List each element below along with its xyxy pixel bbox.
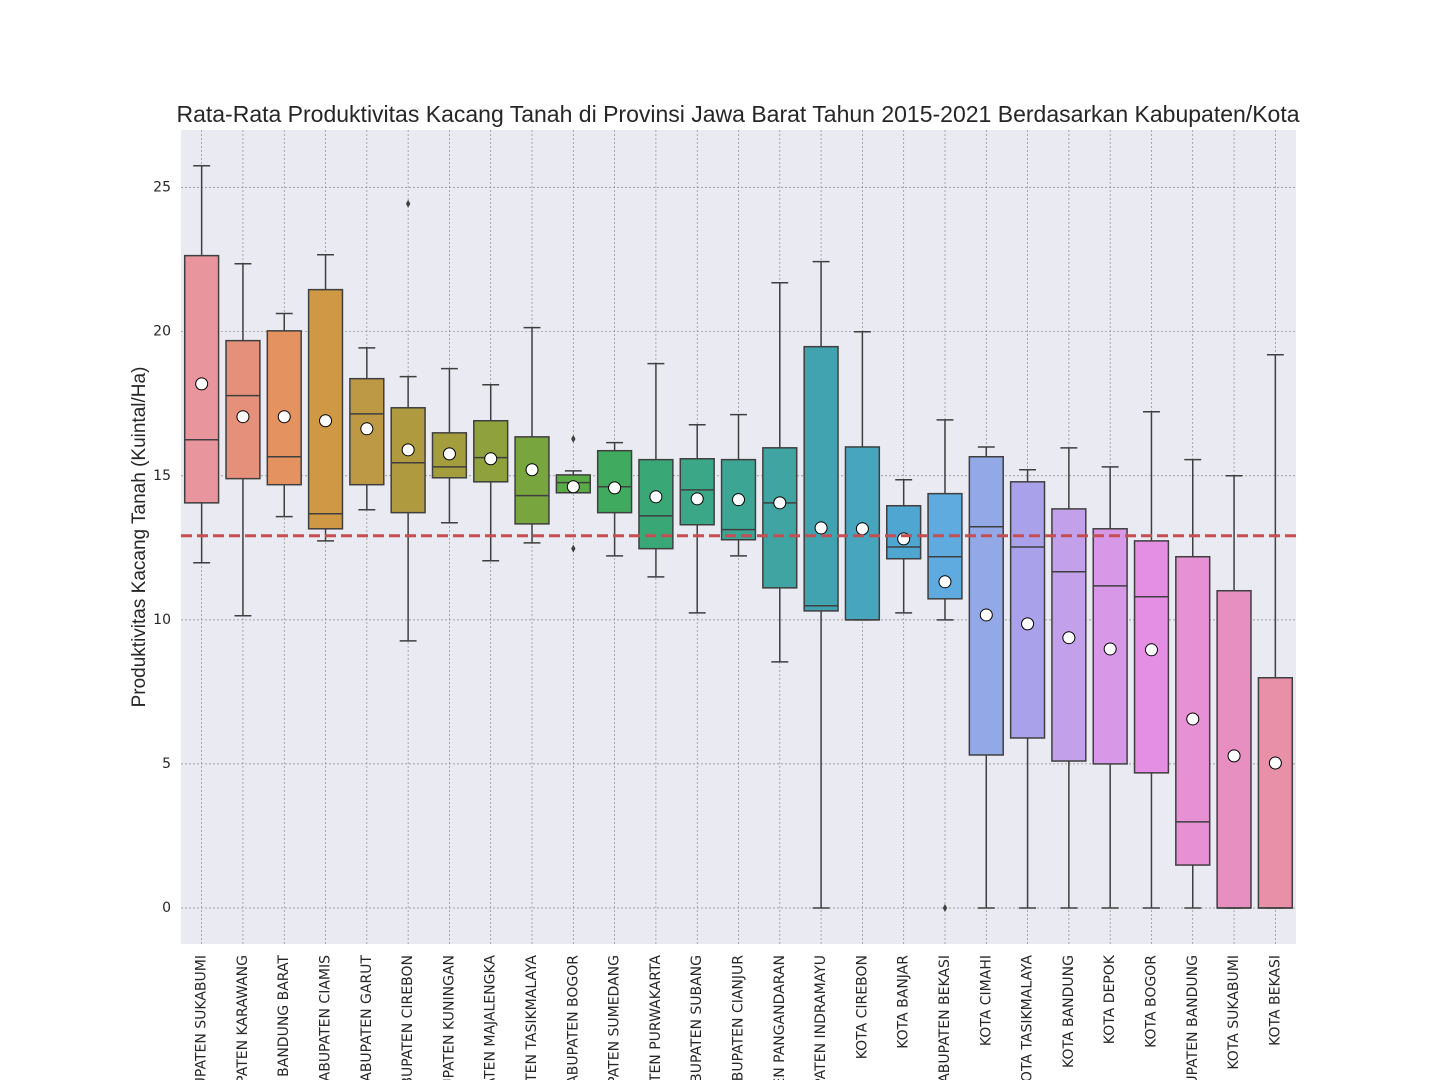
y-tick-label: 20 xyxy=(153,324,171,340)
box xyxy=(390,407,426,514)
y-tick-label: 5 xyxy=(162,756,171,772)
mean-marker xyxy=(1227,749,1241,763)
x-tick-label: KOTA BEKASI xyxy=(1267,955,1283,1046)
x-tick-label: KOTA TASIKMALAYA xyxy=(1020,955,1036,1080)
mean-marker xyxy=(690,492,704,506)
box xyxy=(762,447,798,589)
box xyxy=(679,458,715,526)
y-tick-label: 25 xyxy=(153,180,171,196)
mean-marker xyxy=(773,496,787,510)
x-tick-label: KABUPATEN MAJALENGKA xyxy=(483,955,499,1080)
marks xyxy=(181,164,1296,912)
mean-marker xyxy=(1021,617,1035,631)
box xyxy=(225,339,261,480)
x-tick-label: KABUPATEN CIAMIS xyxy=(318,955,334,1080)
mean-marker xyxy=(319,414,333,428)
x-tick-label: KABUPATEN PANGANDARAN xyxy=(772,955,788,1080)
x-tick-label: KABUPATEN SUBANG xyxy=(689,955,705,1080)
mean-marker xyxy=(938,575,952,589)
x-tick-label: KABUPATEN SUKABUMI xyxy=(194,955,210,1080)
x-tick-label: KABUPATEN INDRAMAYU xyxy=(813,955,829,1080)
x-tick-label: KABUPATEN GARUT xyxy=(359,955,375,1080)
mean-marker xyxy=(277,410,291,424)
mean-marker xyxy=(732,493,745,507)
mean-marker xyxy=(360,422,374,436)
mean-marker xyxy=(979,608,993,622)
box xyxy=(307,288,344,530)
mean-marker xyxy=(1186,712,1200,726)
mean-marker xyxy=(195,377,209,391)
y-tick-label: 10 xyxy=(153,612,171,628)
box xyxy=(886,504,922,560)
outlier xyxy=(942,903,948,912)
mean-marker xyxy=(814,521,828,535)
mean-marker xyxy=(855,522,869,536)
mean-marker xyxy=(401,443,415,457)
box xyxy=(266,330,302,486)
x-tick-label: KABUPATEN PURWAKARTA xyxy=(648,955,664,1080)
x-tick-label: KOTA CIREBON xyxy=(854,955,870,1059)
y-tick-label: 0 xyxy=(162,900,171,916)
mean-marker xyxy=(1062,631,1076,645)
y-tick-label: 15 xyxy=(153,468,171,484)
outlier xyxy=(405,199,411,208)
box xyxy=(638,458,674,550)
x-tick-label: KABUPATEN CIANJUR xyxy=(731,955,747,1080)
mean-marker xyxy=(236,410,250,424)
mean-marker xyxy=(442,447,456,461)
box xyxy=(803,345,839,612)
chart-title: Rata-Rata Produktivitas Kacang Tanah di … xyxy=(176,101,1299,127)
outlier xyxy=(571,434,576,443)
box xyxy=(1257,677,1294,909)
box xyxy=(514,436,550,525)
mean-marker xyxy=(1144,643,1158,657)
x-tick-label: KABUPATEN CIREBON xyxy=(400,955,416,1080)
x-tick-label: KABUPATEN KUNINGAN xyxy=(441,955,457,1080)
box xyxy=(1175,555,1211,866)
mean-marker xyxy=(484,452,498,466)
x-tick-label: KABUPATEN BOGOR xyxy=(565,955,581,1080)
x-tick-label: KABUPATEN KARAWANG xyxy=(235,955,251,1080)
y-axis-label: Produktivitas Kacang Tanah (Kuintal/Ha) xyxy=(129,367,150,708)
mean-marker xyxy=(525,463,539,477)
x-tick-label: KOTA BANDUNG xyxy=(1061,955,1077,1068)
x-tick-label: KABUPATEN TASIKMALAYA xyxy=(524,955,540,1080)
x-tick-label: KABUPATEN SUMEDANG xyxy=(607,955,623,1080)
box xyxy=(473,419,509,483)
mean-marker xyxy=(1103,642,1117,656)
x-tick-label: KOTA BOGOR xyxy=(1143,955,1159,1048)
mean-marker xyxy=(608,481,622,495)
x-tick-label: KOTA DEPOK xyxy=(1102,954,1118,1044)
mean-marker xyxy=(566,480,580,494)
box xyxy=(968,456,1004,756)
x-tick-label: KABUPATEN BANDUNG BARAT xyxy=(276,955,292,1080)
x-tick-label: KABUPATEN BANDUNG xyxy=(1185,955,1201,1080)
box xyxy=(1009,481,1046,739)
x-tick-label: KOTA SUKABUMI xyxy=(1226,955,1242,1070)
box xyxy=(1133,540,1170,774)
x-tick-label: KOTA BANJAR xyxy=(896,955,912,1049)
outlier xyxy=(571,544,576,553)
x-tick-label: KOTA CIMAHI xyxy=(978,955,994,1046)
x-tick-label: KABUPATEN BEKASI xyxy=(937,955,953,1080)
mean-marker xyxy=(649,490,663,504)
mean-marker xyxy=(1268,756,1282,770)
